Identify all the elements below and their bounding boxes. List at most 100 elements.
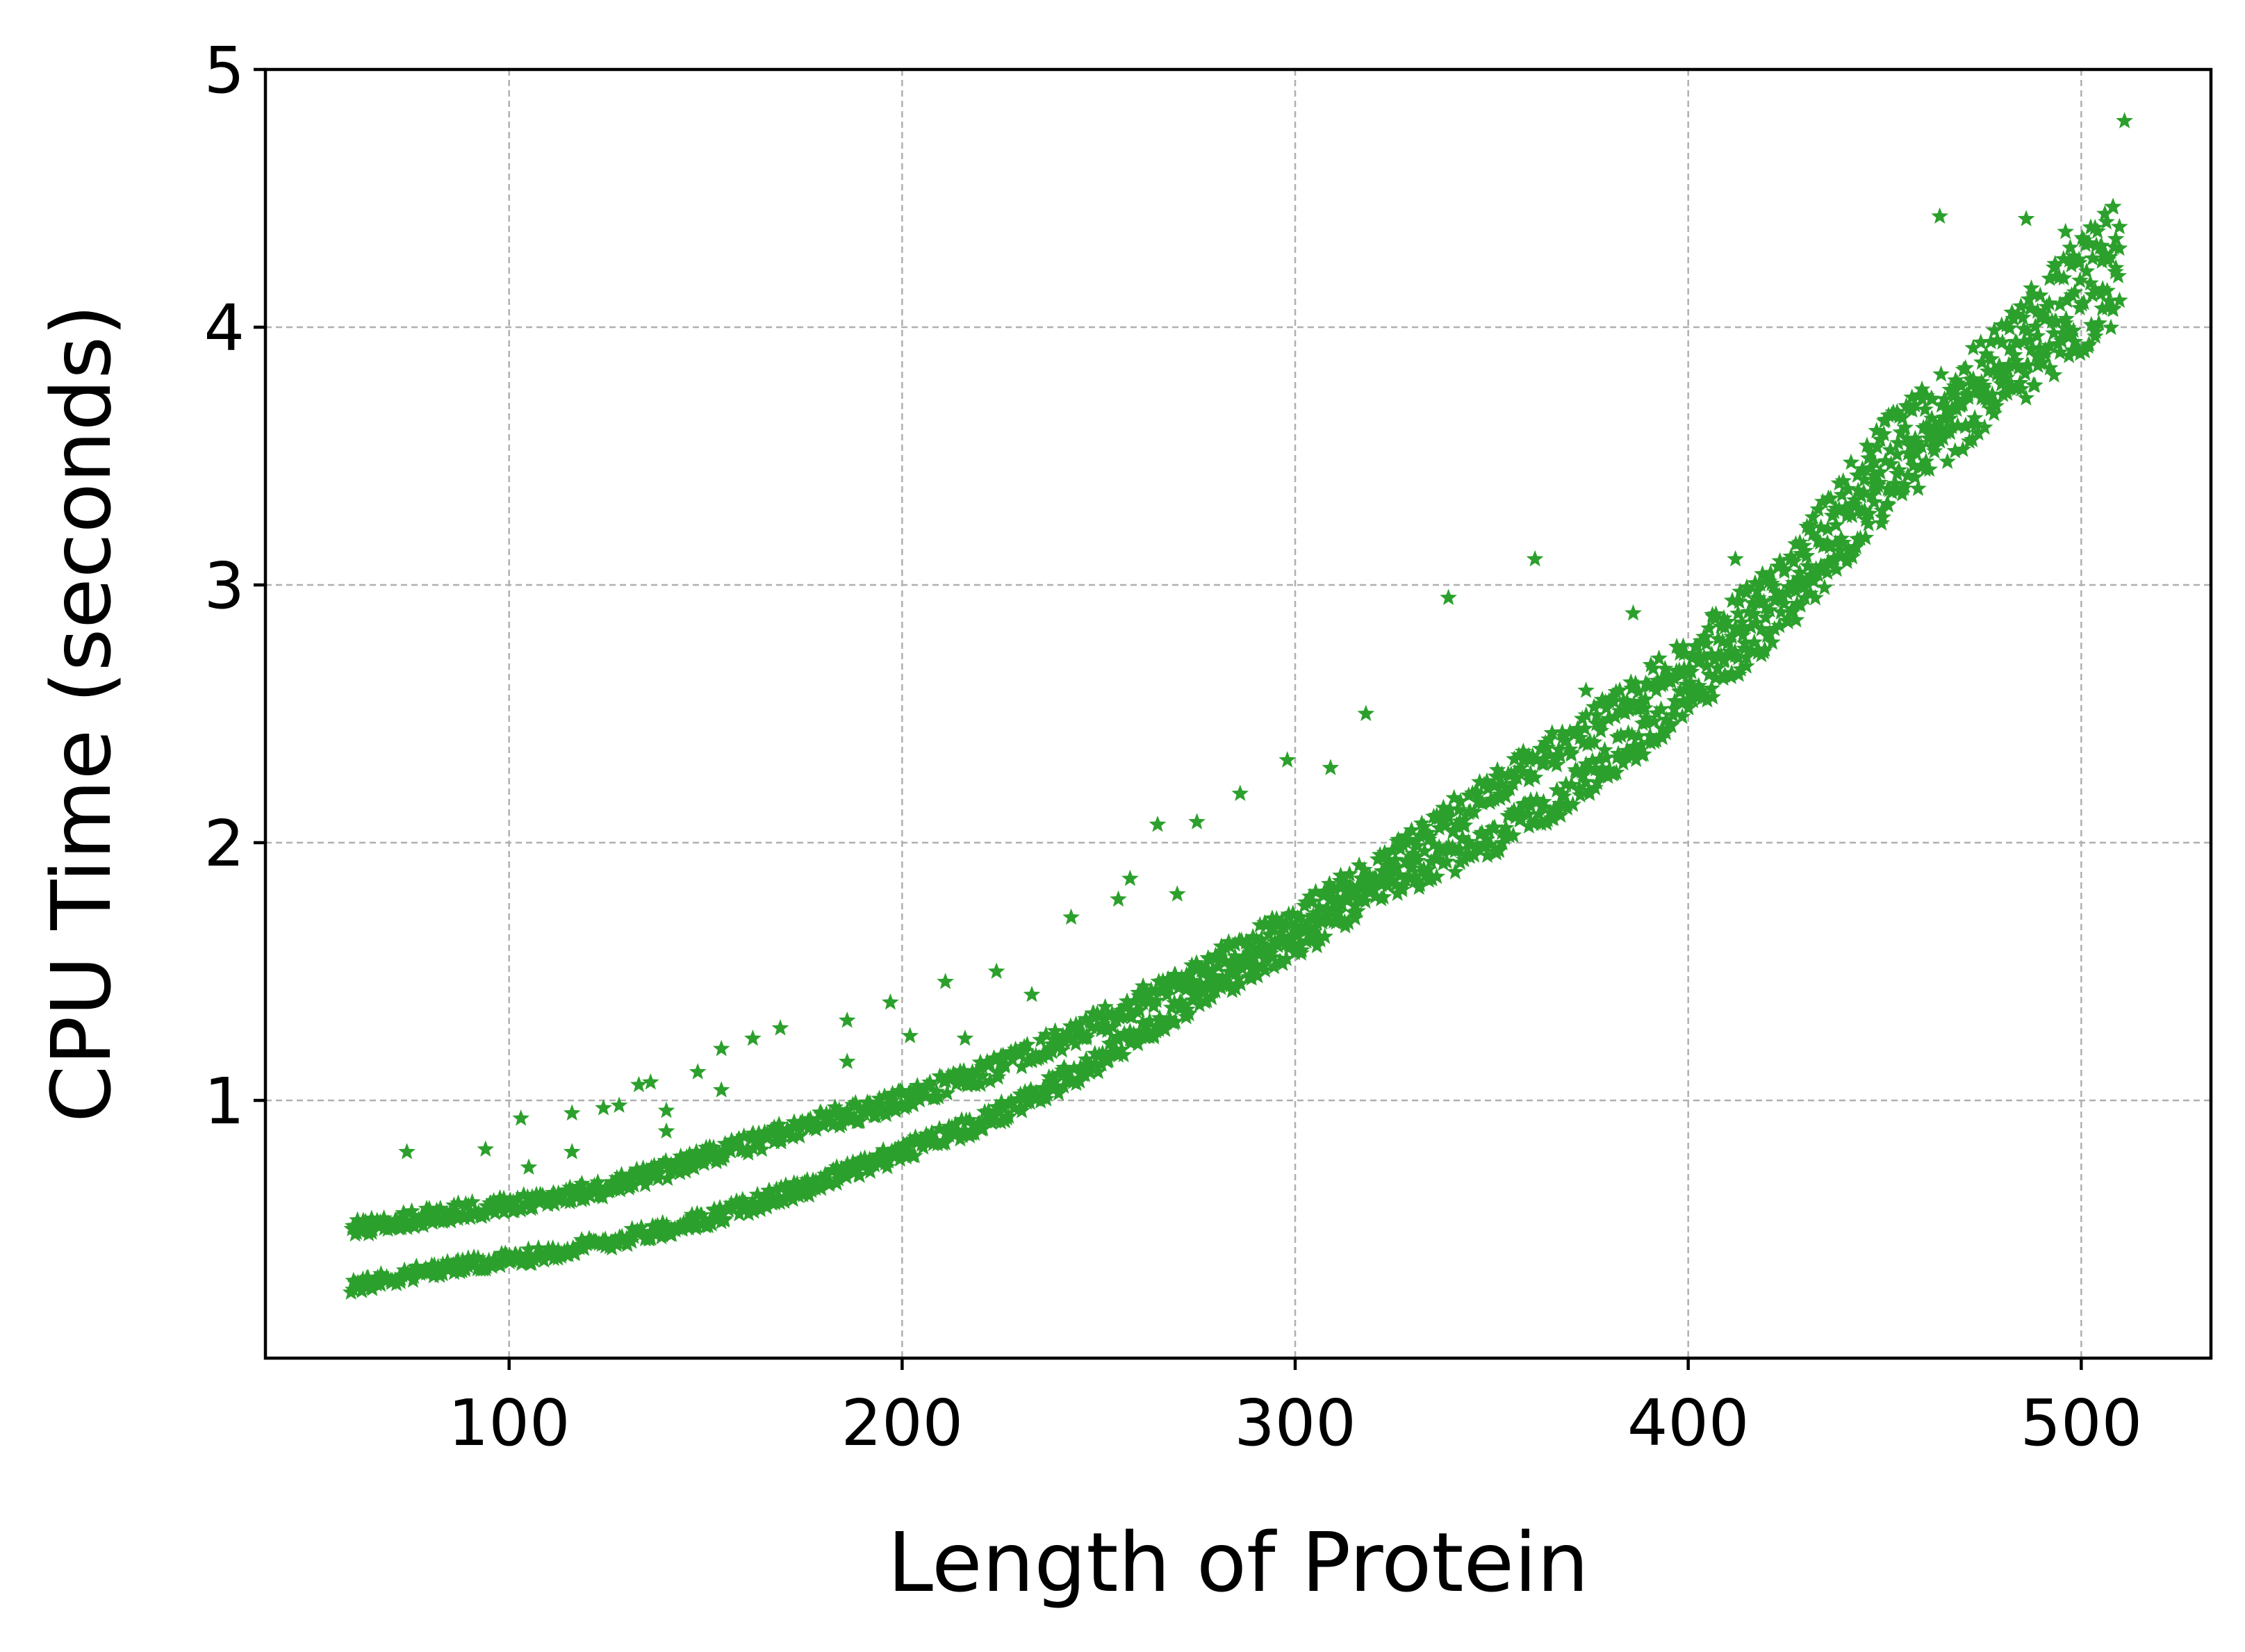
data-point [1729,649,1748,666]
data-point [1798,547,1816,563]
data-point [1671,682,1689,699]
data-point [1087,1018,1105,1035]
data-point [1096,998,1114,1015]
data-point [1799,557,1817,574]
data-point [2000,340,2018,357]
data-point [1842,453,1860,470]
data-point [1028,1084,1046,1100]
data-point [2003,377,2021,393]
data-point [739,1141,757,1157]
data-point [863,1100,880,1117]
data-point [1796,542,1814,559]
data-point [1068,1023,1086,1040]
data-point [1612,726,1630,743]
data-point [486,1203,504,1221]
data-point [2070,250,2088,267]
data-point [1446,841,1464,859]
data-point [1000,1107,1018,1124]
data-point [1522,797,1540,813]
data-point [1901,437,1919,454]
data-point [418,1264,435,1281]
data-point [1133,1014,1151,1031]
data-point [620,1179,638,1196]
data-point [1707,669,1725,686]
data-point [1451,840,1469,857]
data-point [1326,880,1344,898]
data-point [1720,647,1738,663]
data-point [1267,910,1285,927]
data-point [768,1180,785,1197]
data-point [1973,372,1991,390]
data-point [784,1190,802,1207]
data-point [2090,314,2108,331]
data-point [1969,424,1987,441]
data-point [563,1143,581,1159]
data-point [1761,624,1779,641]
data-point [1304,930,1322,947]
data-point [1386,850,1404,868]
data-point [1757,598,1775,616]
data-point [1630,682,1647,700]
data-point [1481,793,1499,810]
data-point [1408,836,1426,854]
data-point [2110,217,2128,235]
data-point [1126,1030,1143,1047]
data-point [563,1191,581,1208]
data-point [1095,1011,1113,1027]
data-point [936,1134,954,1151]
data-point [1367,870,1385,886]
data-point [1642,656,1660,672]
data-point [2016,332,2033,349]
data-point [603,1173,621,1190]
data-point [1888,403,1906,420]
data-point [698,1148,716,1166]
data-point [807,1120,825,1137]
x-tick-label: 200 [841,1386,964,1460]
data-point [1411,827,1429,843]
data-point [914,1084,932,1102]
data-point [1888,445,1906,463]
data-point [1747,613,1764,631]
data-point [468,1205,485,1221]
data-point [938,1084,956,1101]
data-point [1862,443,1880,460]
data-point [610,1096,628,1113]
data-point [937,973,954,989]
x-tick-label: 300 [1234,1386,1356,1460]
data-point [1037,1025,1055,1043]
data-point [1548,781,1566,798]
data-point [1912,437,1930,454]
data-point [2053,332,2071,349]
data-point [1440,808,1458,825]
data-point [713,1203,730,1220]
data-point [1110,890,1127,907]
data-point [1729,604,1747,621]
data-point [871,1096,889,1113]
data-point [1340,865,1358,882]
data-point [1528,791,1546,807]
data-point [905,1096,922,1112]
data-point [689,1063,707,1080]
data-point [1993,375,2010,392]
data-point [1340,914,1358,930]
data-point [1698,691,1716,708]
data-point [1130,1024,1148,1041]
data-point [705,1139,723,1155]
data-point [779,1184,797,1201]
data-point [1918,387,1935,404]
data-point [883,1091,901,1109]
data-point [1126,992,1143,1009]
data-point [1880,496,1897,513]
data-point [2045,324,2063,341]
data-point [1597,749,1615,766]
data-point [1036,1081,1054,1098]
data-point [1715,609,1733,626]
data-point [1592,722,1610,738]
data-point [1037,1090,1055,1107]
data-point [1902,449,1921,466]
data-point [1316,927,1334,944]
data-point [1775,595,1793,611]
data-point [1471,825,1489,842]
data-point [442,1212,460,1229]
data-point [956,1121,974,1139]
